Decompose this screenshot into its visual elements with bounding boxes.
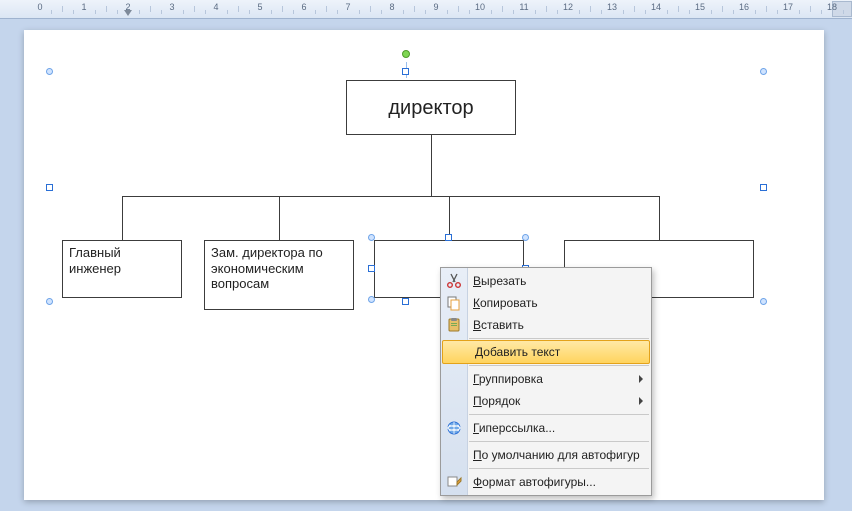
ruler-number: 14 [651, 2, 661, 12]
orgchart-root-label: директор [388, 96, 473, 120]
selection-corner-handle[interactable] [760, 298, 767, 305]
context-menu-item-label: По умолчанию для автофигур [441, 448, 640, 462]
shape-corner-handle[interactable] [522, 234, 529, 241]
ruler-number: 10 [475, 2, 485, 12]
selection-side-handle[interactable] [760, 184, 767, 191]
shape-side-handle[interactable] [368, 265, 375, 272]
orgchart-connector [659, 196, 660, 240]
paste-icon [446, 317, 462, 333]
selection-corner-handle[interactable] [46, 298, 53, 305]
format-icon [446, 474, 462, 490]
ruler-number: 18 [827, 2, 837, 12]
submenu-arrow-icon [639, 397, 643, 405]
ruler-number: 7 [345, 2, 350, 12]
shape-corner-handle[interactable] [368, 234, 375, 241]
selection-corner-handle[interactable] [760, 68, 767, 75]
context-menu-separator [469, 365, 649, 366]
drawing-canvas[interactable]: директор Главный инженер Зам. директора п… [24, 30, 824, 500]
orgchart-connector [122, 196, 123, 240]
selection-side-handle[interactable] [46, 184, 53, 191]
ruler-number: 17 [783, 2, 793, 12]
context-menu-item[interactable]: Копировать [441, 292, 651, 314]
context-menu-separator [469, 468, 649, 469]
context-menu-item[interactable]: Добавить текст [442, 340, 650, 364]
context-menu-item[interactable]: Вставить [441, 314, 651, 336]
ruler-indent-marker[interactable] [124, 10, 132, 16]
ruler-number: 9 [433, 2, 438, 12]
orgchart-child-box[interactable]: Главный инженер [62, 240, 182, 298]
ruler-number: 1 [81, 2, 86, 12]
rotate-handle[interactable] [402, 50, 410, 58]
orgchart-child-label: Главный инженер [69, 245, 175, 276]
cut-icon [446, 273, 462, 289]
orgchart-connector [122, 196, 659, 197]
ruler-number: 4 [213, 2, 218, 12]
ruler-number: 8 [389, 2, 394, 12]
selection-corner-handle[interactable] [46, 68, 53, 75]
ruler-number: 11 [519, 2, 528, 12]
ruler-number: 15 [695, 2, 705, 12]
ruler-number: 13 [607, 2, 617, 12]
orgchart-connector [431, 135, 432, 196]
horizontal-ruler: 0123456789101112131415161718 [0, 0, 852, 19]
context-menu-separator [469, 441, 649, 442]
orgchart-child-label: Зам. директора по экономическим вопросам [211, 245, 347, 292]
context-menu-separator [469, 414, 649, 415]
ruler-number: 6 [301, 2, 306, 12]
context-menu-item-label: Порядок [441, 394, 520, 408]
ruler-number: 3 [169, 2, 174, 12]
context-menu-item-label: Формат автофигуры... [441, 475, 596, 489]
selection-side-handle[interactable] [402, 68, 409, 75]
submenu-arrow-icon [639, 375, 643, 383]
ruler-number: 5 [257, 2, 262, 12]
shape-side-handle[interactable] [445, 234, 452, 241]
document-page: директор Главный инженер Зам. директора п… [24, 30, 824, 500]
context-menu-item[interactable]: По умолчанию для автофигур [441, 444, 651, 466]
context-menu[interactable]: ВырезатьКопироватьВставить Добавить текст… [440, 267, 652, 496]
ruler-number: 12 [563, 2, 573, 12]
ruler-number: 16 [739, 2, 749, 12]
orgchart-child-box[interactable]: Зам. директора по экономическим вопросам [204, 240, 354, 310]
copy-icon [446, 295, 462, 311]
context-menu-item-label: Группировка [441, 372, 543, 386]
context-menu-item[interactable]: Порядок [441, 390, 651, 412]
context-menu-item[interactable]: Группировка [441, 368, 651, 390]
selection-side-handle[interactable] [402, 298, 409, 305]
orgchart-root-box[interactable]: директор [346, 80, 516, 135]
context-menu-item[interactable]: Гиперссылка... [441, 417, 651, 439]
link-icon [446, 420, 462, 436]
shape-corner-handle[interactable] [368, 296, 375, 303]
ruler-number: 0 [37, 2, 42, 12]
context-menu-item[interactable]: Вырезать [441, 270, 651, 292]
orgchart-connector [279, 196, 280, 240]
context-menu-item-label: Добавить текст [443, 345, 560, 359]
context-menu-separator [469, 338, 649, 339]
context-menu-item[interactable]: Формат автофигуры... [441, 471, 651, 493]
